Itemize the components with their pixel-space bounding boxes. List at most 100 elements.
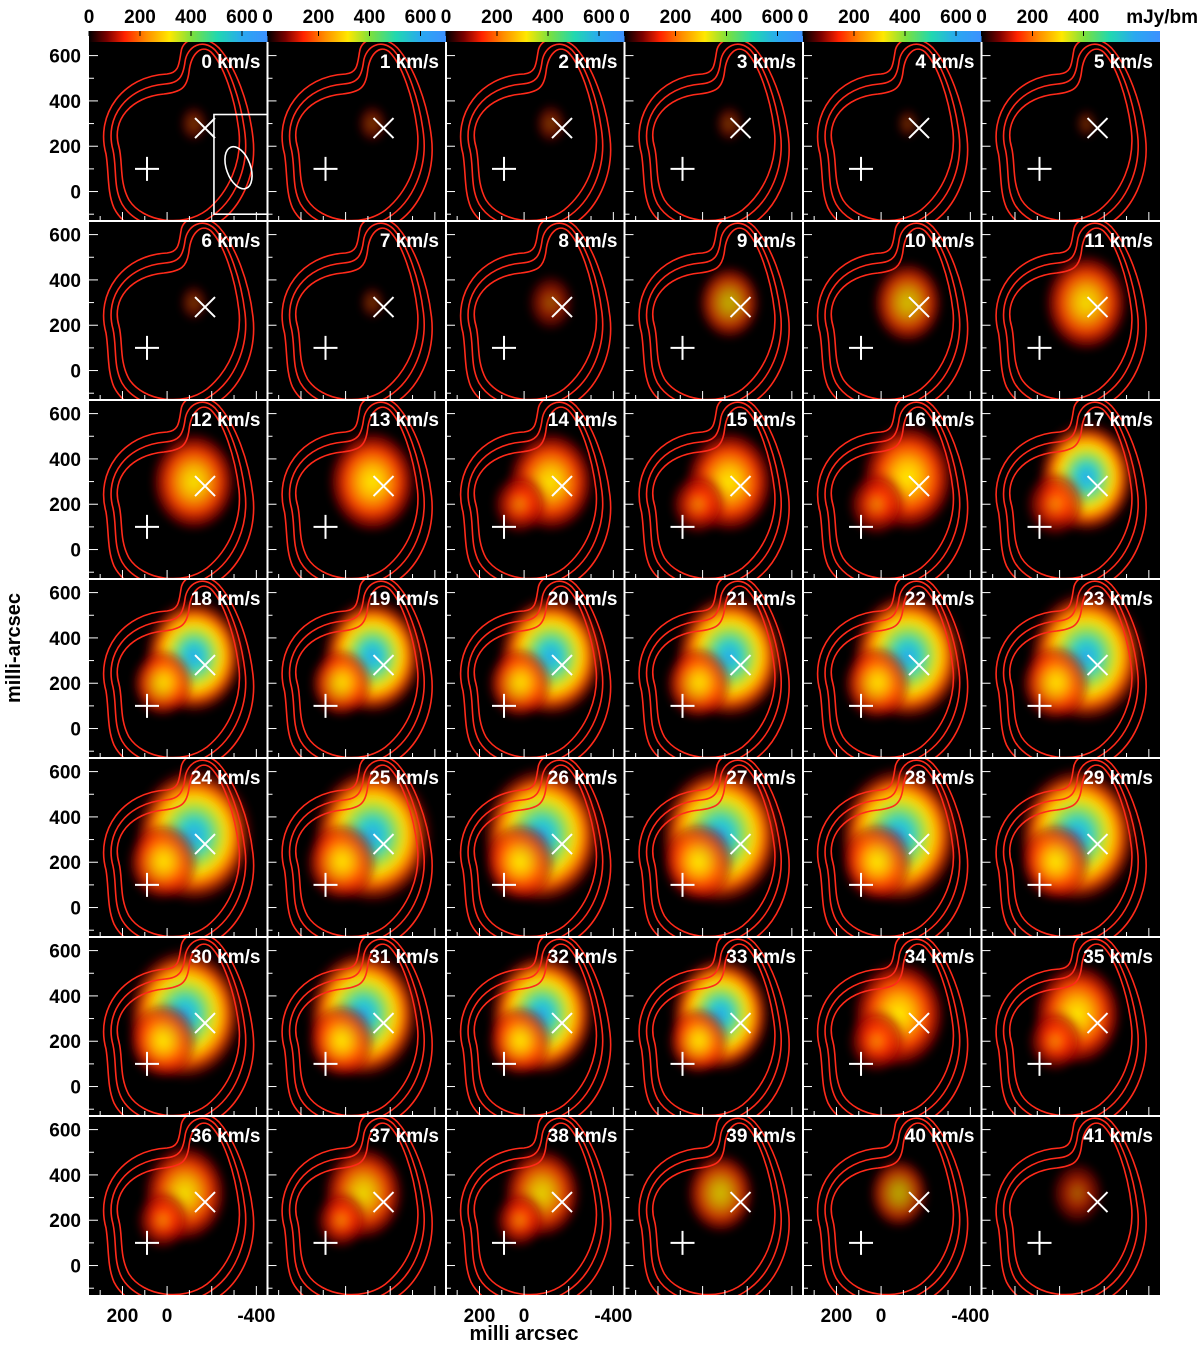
contour-line: [816, 1116, 969, 1295]
velocity-label: 5 km/s: [1094, 52, 1153, 73]
contour-line: [824, 1117, 961, 1295]
plus-marker: [1027, 872, 1052, 897]
contour-line: [281, 937, 433, 1116]
contour-line: [830, 48, 955, 221]
plus-marker: [670, 693, 695, 718]
channel-panel: 41 km/s: [980, 1115, 1160, 1295]
contour-line: [467, 401, 604, 579]
y-tick-label: 400: [49, 629, 81, 650]
emission-blob-secondary: [847, 471, 906, 537]
emission-blob: [896, 107, 920, 140]
contour-line: [816, 42, 969, 221]
contour-line: [830, 227, 955, 400]
x-marker: [908, 296, 930, 318]
plus-marker: [670, 872, 695, 897]
contour-line: [459, 937, 612, 1116]
channel-panel: 35 km/s: [980, 936, 1160, 1116]
plus-marker: [135, 1230, 160, 1255]
y-tick-label: 0: [70, 541, 81, 562]
plus-marker: [1027, 1051, 1052, 1076]
contour-line: [638, 937, 790, 1116]
emission-blob: [179, 283, 209, 322]
channel-panel: 31 km/s: [266, 936, 446, 1116]
y-tick-label: 200: [49, 316, 81, 337]
emission-blob-secondary: [309, 648, 373, 718]
contour-line: [459, 579, 612, 758]
x-marker: [551, 117, 573, 139]
emission-blob-secondary: [494, 1191, 545, 1249]
channel-panel: 37 km/s: [266, 1115, 446, 1295]
contour-line: [638, 758, 790, 937]
y-tick-label: 400: [49, 92, 81, 113]
contour-line: [102, 1116, 255, 1295]
velocity-label: 1 km/s: [380, 52, 439, 73]
contour-line: [816, 937, 969, 1116]
contour-line: [645, 401, 782, 579]
emission-blob: [356, 103, 388, 144]
contour-line: [816, 579, 969, 758]
channel-panel: 1 km/s: [266, 42, 446, 221]
contour-line: [652, 943, 776, 1116]
y-tick-label: 600: [49, 584, 81, 605]
contour-line: [1002, 222, 1139, 400]
contour-line: [652, 48, 776, 221]
x-marker: [551, 833, 573, 855]
plus-marker: [849, 514, 874, 539]
plus-marker: [670, 1230, 695, 1255]
x-marker: [908, 833, 930, 855]
contour-line: [638, 1116, 790, 1295]
channel-panel: 32 km/s: [445, 936, 625, 1116]
contour-line: [652, 764, 776, 937]
y-tick-label: 600: [49, 763, 81, 784]
contour-line: [995, 758, 1147, 937]
contour-line: [110, 580, 247, 758]
contour-line: [288, 938, 425, 1116]
contour-line: [824, 938, 961, 1116]
panel-background: [267, 42, 446, 221]
contour-line: [467, 43, 604, 221]
colorbar-tick-label: 400: [175, 7, 207, 28]
colorbar-tick-label: 600: [226, 7, 258, 28]
x-marker: [194, 833, 216, 855]
x-tick-label: 0: [876, 1306, 887, 1327]
x-marker: [1086, 833, 1109, 855]
colorbar-strip: [803, 31, 982, 42]
channel-panel: 15 km/s: [623, 399, 803, 579]
channel-panel: 18 km/s: [89, 578, 268, 758]
contour-line: [830, 1122, 955, 1295]
plus-marker: [135, 156, 160, 181]
contour-line: [467, 222, 604, 400]
channel-panels: 0 km/s 1 km/s 2 km/s 3 km/s 4 km/s 5 km/s 6 km…: [89, 42, 1160, 1295]
x-marker: [551, 296, 573, 318]
contour-line: [459, 1116, 612, 1295]
velocity-label: 24 km/s: [191, 768, 261, 789]
channel-panel: 38 km/s: [445, 1115, 625, 1295]
contour-line: [1002, 938, 1139, 1116]
x-marker: [908, 117, 930, 139]
contour-line: [295, 943, 419, 1116]
x-tick-label: 200: [107, 1306, 139, 1327]
x-marker: [551, 1191, 573, 1213]
x-marker: [729, 1012, 752, 1034]
emission-blob: [871, 260, 944, 345]
contour-line: [1009, 585, 1133, 758]
panel-ticks: [624, 413, 793, 579]
velocity-label: 11 km/s: [1084, 231, 1153, 252]
channel-panel: 14 km/s: [445, 399, 625, 579]
contour-line: [288, 43, 425, 221]
contour-line: [473, 1122, 598, 1295]
panel-ticks: [89, 592, 257, 758]
velocity-label: 41 km/s: [1083, 1126, 1153, 1147]
colorbar-tick-label: 200: [481, 7, 513, 28]
contour-line: [1002, 1117, 1139, 1295]
emission-blob: [1050, 1160, 1105, 1226]
emission-blob-secondary: [131, 648, 194, 718]
plus-marker: [135, 1051, 160, 1076]
colorbar: 0 200 400 mJy/bm: [976, 7, 1198, 42]
colorbar-strip: [446, 31, 625, 42]
channel-panel: 24 km/s: [89, 757, 268, 937]
contour-line: [295, 406, 419, 579]
x-marker: [551, 654, 573, 676]
colorbar-tick-label: 200: [303, 7, 335, 28]
velocity-label: 32 km/s: [548, 947, 618, 968]
